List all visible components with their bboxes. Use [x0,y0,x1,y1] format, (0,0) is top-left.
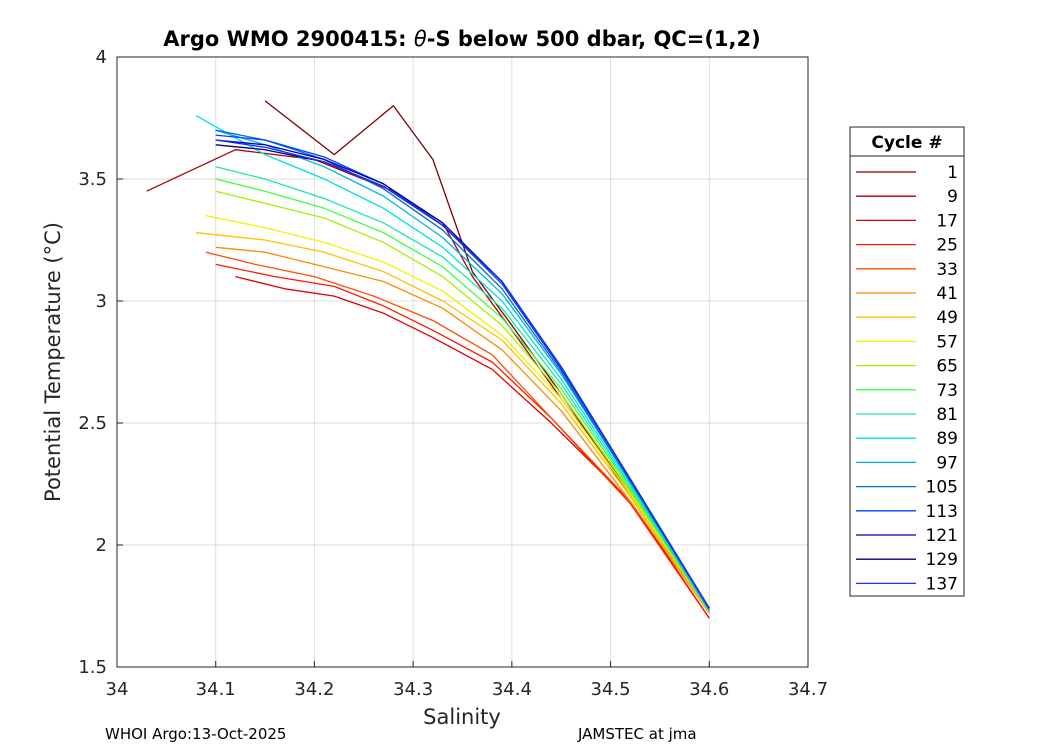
legend-label-25: 25 [936,236,958,256]
x-tick-label: 34.2 [294,679,334,700]
legend-label-113: 113 [926,502,958,522]
series-lines [146,100,710,619]
y-axis-label: Potential Temperature (°C) [41,222,65,502]
series-line-cycle-57 [205,214,710,612]
footer-credit: JAMSTEC at jma [578,725,697,743]
plot-frame [116,56,809,668]
legend-label-121: 121 [926,526,958,546]
grid-lines [117,57,808,667]
legend-label-49: 49 [936,308,958,328]
axis-ticks: 34 34.1 34.2 34.3 34.4 34.5 34.6 34.7 1.5 2 2.5 3 3.… [78,47,828,700]
y-tick-label: 2 [96,535,107,556]
y-tick-label: 3.5 [78,169,107,190]
x-tick-label: 34.3 [393,679,433,700]
legend-title: Cycle # [871,133,942,153]
x-tick-label: 34.5 [591,679,631,700]
x-tick-label: 34.1 [196,679,236,700]
series-line-cycle-89 [195,115,710,612]
legend-label-129: 129 [926,550,958,570]
x-tick-label: 34.4 [492,679,532,700]
y-tick-label: 3 [96,291,107,312]
plot-background [117,57,808,667]
x-tick-label: 34 [106,679,129,700]
legend: Cycle # 1 9 17 25 33 41 49 57 65 73 81 89 97 105 113 12… [849,126,965,597]
legend-label-1: 1 [947,163,958,183]
legend-label-89: 89 [936,429,958,449]
series-line-cycle-49 [195,232,710,614]
chart-title-prefix: Argo WMO 2900415: [163,27,414,51]
legend-label-105: 105 [926,478,958,498]
x-tick-label: 34.6 [689,679,729,700]
chart-title-suffix: -S below 500 dbar, QC=(1,2) [427,27,761,51]
legend-label-97: 97 [936,453,958,473]
footer-source: WHOI Argo:13-Oct-2025 [105,725,287,743]
series-line-cycle-73 [215,178,710,612]
series-line-cycle-81 [215,166,710,612]
legend-label-9: 9 [947,187,958,207]
y-tick-label: 4 [96,47,107,68]
series-line-cycle-41 [215,246,710,614]
y-tick-label: 1.5 [78,657,107,678]
legend-label-73: 73 [936,381,958,401]
series-line-cycle-65 [215,190,710,612]
series-line-cycle-33 [205,251,710,614]
legend-label-57: 57 [936,332,958,352]
legend-label-65: 65 [936,357,958,377]
legend-label-33: 33 [936,260,958,280]
series-line-cycle-9 [146,149,710,614]
x-axis-label: Salinity [423,705,501,729]
series-line-cycle-25 [215,263,710,619]
legend-label-41: 41 [936,284,958,304]
chart-title: Argo WMO 2900415: θ-S below 500 dbar, QC… [163,27,760,51]
series-line-cycle-137 [215,139,710,609]
legend-label-17: 17 [936,211,958,231]
legend-box [849,126,965,597]
legend-label-137: 137 [926,574,958,594]
x-tick-label: 34.7 [788,679,828,700]
series-line-cycle-105 [215,129,710,609]
y-tick-label: 2.5 [78,413,107,434]
chart-title-theta: θ [414,27,427,51]
legend-label-81: 81 [936,405,958,425]
